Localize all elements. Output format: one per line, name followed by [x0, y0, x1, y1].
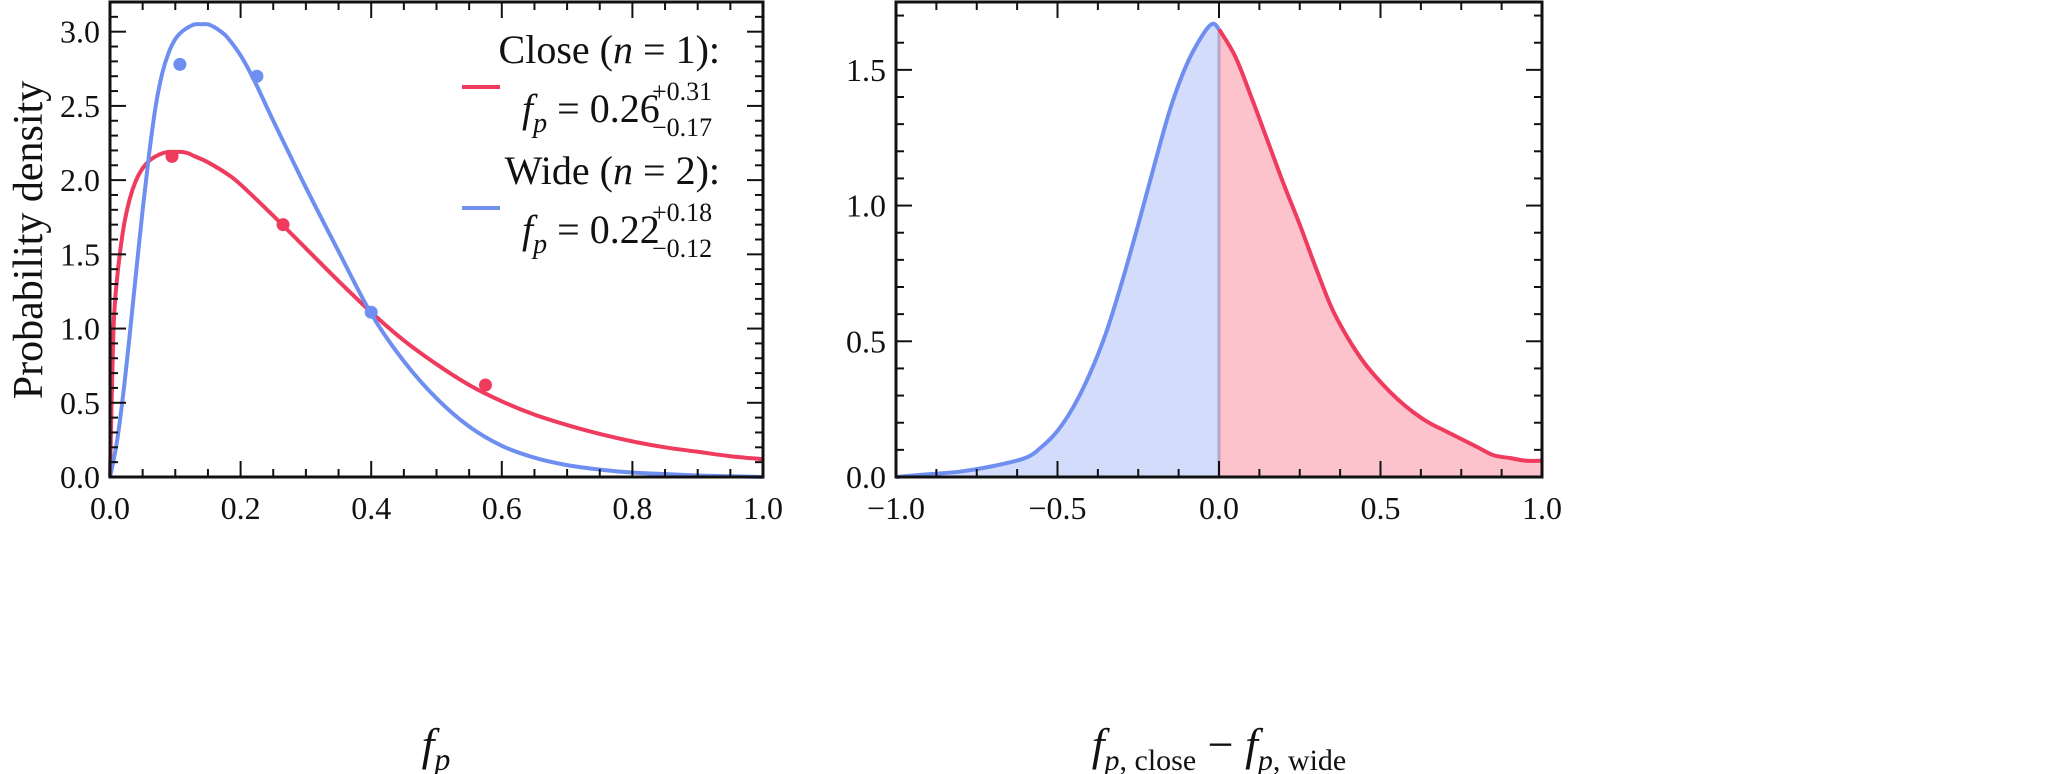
- left-tick-labels: 0.0 0.2 0.4 0.6 0.8 1.0 0.0 0.5 1.0 1.5 2.0 2.5 3.0: [60, 14, 783, 526]
- y-tick-label: 2.5: [60, 88, 100, 124]
- legend-close-median: 0.26: [590, 86, 660, 131]
- legend-wide-n: 2: [676, 148, 696, 193]
- legend-wide-median: 0.22: [590, 207, 660, 252]
- x-tick-label: 0.6: [482, 490, 522, 526]
- svg-text:Close (n = 1):: Close (n = 1):: [499, 27, 720, 72]
- right-fills: [896, 23, 1542, 478]
- y-tick-label: 1.0: [60, 311, 100, 347]
- area-positive: [1219, 29, 1542, 477]
- svg-text:Wide (n = 2):: Wide (n = 2):: [505, 148, 720, 193]
- marker-wide: [250, 69, 264, 83]
- y-tick-label: 2.0: [60, 162, 100, 198]
- marker-wide: [173, 57, 187, 71]
- x-tick-label: 0.2: [221, 490, 261, 526]
- legend-close-word: Close: [499, 27, 590, 72]
- left-x-axis-label: fp: [422, 719, 451, 774]
- x-tick-label: 0.8: [612, 490, 652, 526]
- right-tick-labels: −1.0 −0.5 0.0 0.5 1.0 0.0 0.5 1.0 1.5: [846, 52, 1562, 526]
- y-tick-label: 1.5: [846, 52, 886, 88]
- x-tick-label: 1.0: [743, 490, 783, 526]
- x-tick-label: −0.5: [1028, 490, 1086, 526]
- right-ticks: [895, 2, 1543, 478]
- area-negative: [896, 23, 1219, 478]
- y-tick-label: 0.0: [60, 459, 100, 495]
- left-axes-frame: [108, 0, 765, 479]
- right-curves: [895, 21, 1543, 479]
- marker-wide: [364, 305, 378, 319]
- x-tick-label: 0.0: [90, 490, 130, 526]
- legend: Close (n = 1): fp = 0.26 +0.31 −0.17 Wid…: [462, 27, 720, 263]
- legend-wide-err-plus: +0.18: [652, 198, 712, 227]
- x-tick-label: −1.0: [867, 490, 925, 526]
- x-tick-label: 0.4: [351, 490, 391, 526]
- svg-text:fp = 0.22: fp = 0.22: [522, 207, 660, 260]
- svg-text:fp = 0.26: fp = 0.26: [522, 86, 660, 139]
- marker-close: [478, 378, 492, 392]
- y-tick-label: 1.0: [846, 188, 886, 224]
- legend-entry-close: Close (n = 1): fp = 0.26 +0.31 −0.17: [462, 27, 720, 142]
- curve-positive: [1217, 28, 1543, 463]
- y-tick-label: 0.5: [846, 323, 886, 359]
- legend-close-err-plus: +0.31: [652, 77, 712, 106]
- right-panel: −1.0 −0.5 0.0 0.5 1.0 0.0 0.5 1.0 1.5 fp, close …: [846, 0, 1562, 774]
- series-line-close: [108, 149, 764, 478]
- legend-wide-err-minus: −0.12: [652, 234, 712, 263]
- curve-negative: [895, 21, 1221, 479]
- y-tick-label: 0.0: [846, 459, 886, 495]
- right-x-axis-label: fp, close − fp, wide: [1092, 719, 1346, 774]
- left-markers: [165, 57, 492, 392]
- left-curves: [108, 22, 764, 479]
- series-line-wide: [108, 22, 764, 479]
- legend-close-n: 1: [676, 27, 696, 72]
- x-tick-label: 0.0: [1199, 490, 1239, 526]
- legend-entry-wide: Wide (n = 2): fp = 0.22 +0.18 −0.12: [462, 148, 720, 263]
- y-tick-label: 0.5: [60, 385, 100, 421]
- legend-close-err-minus: −0.17: [652, 113, 712, 142]
- marker-close: [165, 149, 179, 163]
- left-panel: 0.0 0.2 0.4 0.6 0.8 1.00.00.51.01.52.02.53.0 …: [6, 0, 783, 774]
- x-tick-label: 1.0: [1522, 490, 1562, 526]
- y-tick-label: 1.5: [60, 236, 100, 272]
- y-tick-label: 3.0: [60, 14, 100, 50]
- marker-close: [276, 218, 290, 232]
- x-tick-label: 0.5: [1361, 490, 1401, 526]
- left-y-axis-label: Probability density: [6, 81, 52, 400]
- right-axes-frame: [894, 0, 1544, 479]
- legend-wide-word: Wide: [505, 148, 590, 193]
